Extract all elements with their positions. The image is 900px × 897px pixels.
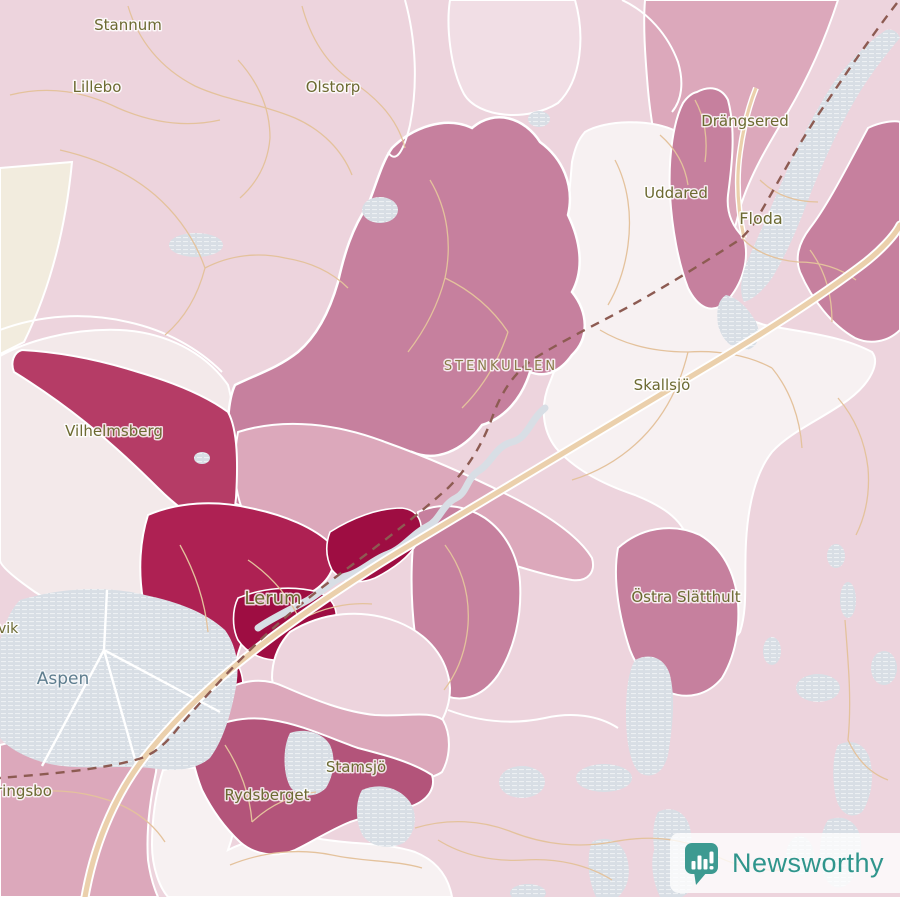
map-label-aspen: Aspen: [37, 669, 90, 689]
map-label-uddared: Uddared: [644, 184, 708, 202]
region-lighter-blob-north[interactable]: [447, 0, 582, 116]
region-boundaries: [0, 0, 683, 729]
river-savean: [254, 404, 549, 632]
lake-aspen: [0, 588, 238, 770]
map-label-stannum: Stannum: [94, 16, 162, 34]
lake-savelangen: [741, 29, 900, 303]
railway-line: [0, 2, 898, 780]
lake-vertical-east: [626, 656, 674, 776]
lake-bottom-right-1: [833, 742, 873, 816]
map-label-rydsberget: Rydsberget: [224, 786, 309, 804]
map-label-lerum: Lerum: [244, 588, 301, 609]
newsworthy-brand-text: Newsworthy: [731, 847, 884, 878]
bar-chart-speech-bubble-icon: [684, 843, 718, 885]
map-label-skallsjo: Skallsjö: [634, 376, 691, 394]
map-label-lillebo: Lillebo: [73, 78, 122, 96]
lake-stamsjo-west: [284, 730, 334, 796]
map-label-stamsjo: Stamsjö: [326, 758, 386, 776]
map-labels: Stannum Lillebo Olstorp Drängsered Uddar…: [0, 15, 790, 806]
lake-stamsjo-east: [356, 786, 415, 847]
map-label-floda: Floda: [739, 209, 782, 228]
lake-floda-river-widening: [717, 295, 759, 350]
lake-bottom-cluster-1: [588, 838, 629, 897]
region-rose-east-lerum[interactable]: [410, 505, 522, 700]
map-label-ringsbo: ringsbo: [0, 782, 52, 800]
newsworthy-logo: Newsworthy: [669, 833, 900, 893]
road-floda: [734, 86, 759, 239]
map-label-vilhelmsberg: Vilhelmsberg: [65, 422, 163, 440]
map-label-vik: vik: [0, 621, 19, 637]
map-label-stenkullen: STENKULLEN: [444, 359, 558, 374]
region-maroon-ne-band[interactable]: [326, 507, 422, 583]
road-major-e20: [80, 220, 900, 897]
map-label-drangsered: Drängsered: [701, 112, 789, 130]
map-label-ostra-slatthult: Östra Slätthult: [631, 587, 740, 606]
region-ostra-slatthult[interactable]: [614, 527, 740, 697]
roads-minor: [9, 5, 889, 881]
map-label-olstorp: Olstorp: [306, 78, 361, 96]
region-cream-northwest[interactable]: [0, 160, 74, 356]
